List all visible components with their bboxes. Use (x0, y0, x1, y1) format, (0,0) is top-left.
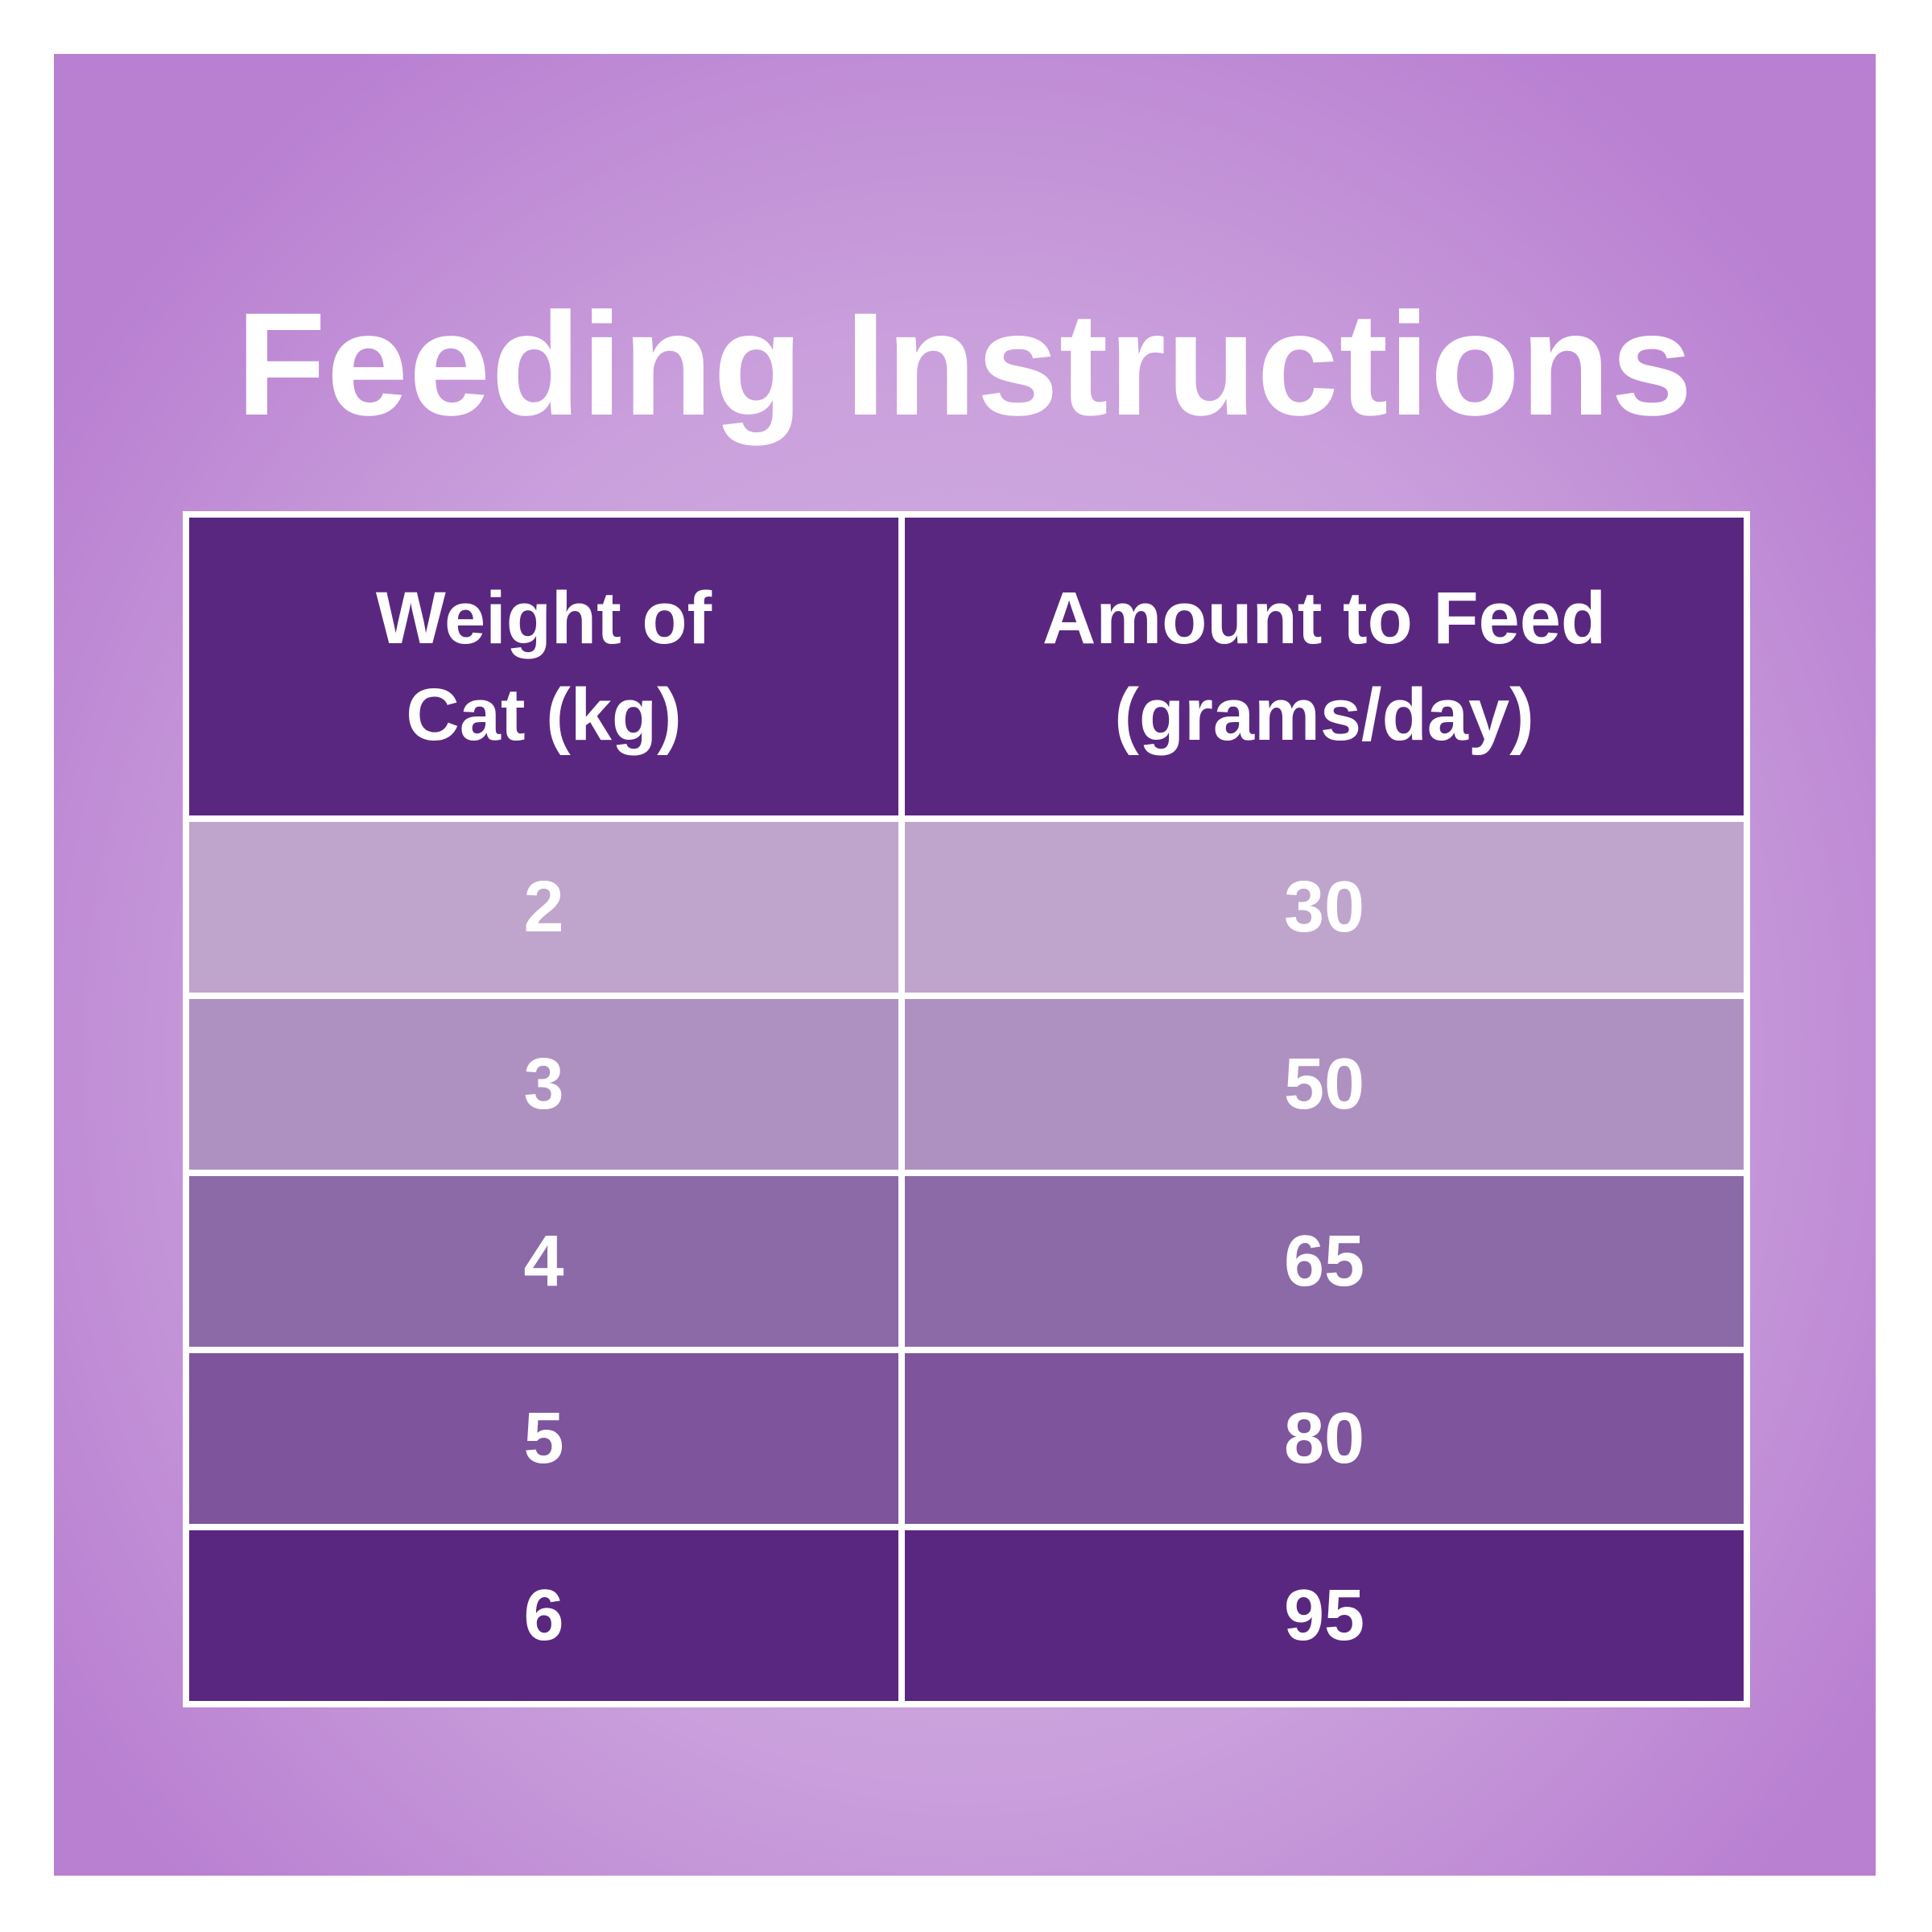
table-cell: 6 (189, 1530, 898, 1701)
column-header: Weight of Cat (kg) (189, 518, 898, 815)
panel: Feeding Instructions Weight of Cat (kg) … (54, 54, 1876, 1876)
table-cell: 80 (905, 1353, 1744, 1524)
table-cell: 50 (905, 999, 1744, 1170)
table-cell: 30 (905, 822, 1744, 993)
table-cell: 95 (905, 1530, 1744, 1701)
table-cell: 65 (905, 1176, 1744, 1347)
table-cell: 3 (189, 999, 898, 1170)
column-header-text: Weight of Cat (kg) (375, 577, 712, 756)
column-header: Amount to Feed (grams/day) (905, 518, 1744, 815)
table: Weight of Cat (kg) Amount to Feed (grams… (183, 511, 1750, 1707)
column-header-text: Amount to Feed (grams/day) (1042, 577, 1607, 756)
title: Feeding Instructions (236, 282, 1694, 446)
table-cell: 5 (189, 1353, 898, 1524)
table-cell: 4 (189, 1176, 898, 1347)
table-cell: 2 (189, 822, 898, 993)
